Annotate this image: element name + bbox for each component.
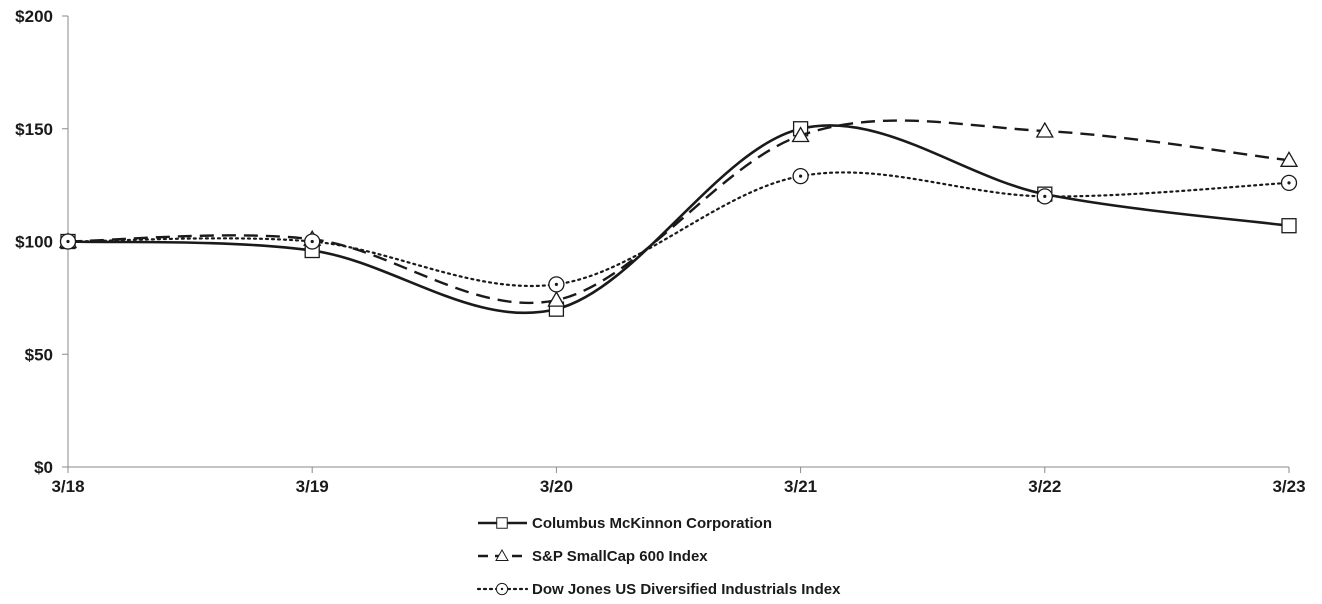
y-tick-label: $100 [15,233,53,252]
series-point-dot [66,239,70,244]
axes: $0 $50 $100 $150 $200 3/18 3/19 3/20 3/21 3/22 3/2… [15,7,1305,496]
y-tick-label: $200 [15,7,53,26]
legend-marker-swatch [495,582,509,596]
series-point-dot [554,282,559,286]
x-tick-label: 3/22 [1028,477,1061,496]
legend-marker-dot [500,587,504,591]
x-tick-label: 3/20 [540,477,573,496]
x-tick-label: 3/18 [51,477,84,496]
legend-label: Dow Jones US Diversified Industrials Ind… [532,581,841,598]
legend-marker-swatch [496,517,508,529]
series-2 [58,119,1299,307]
x-tick-label: 3/21 [784,477,817,496]
legend-marker [495,549,509,561]
legend-item: S&P SmallCap 600 Index [478,548,708,565]
series-point-dot [799,174,803,178]
x-tick-label: 3/19 [296,477,329,496]
series-layer [58,119,1299,317]
legend-marker [496,517,508,529]
x-tick-label: 3/23 [1272,477,1305,496]
series-line [67,119,1290,305]
legend-item: Dow Jones US Diversified Industrials Ind… [476,581,841,598]
legend-marker-swatch [495,549,509,561]
series-3 [59,167,1298,293]
series-point [791,126,810,143]
y-tick-label: $150 [15,120,53,139]
series-point [1281,218,1297,234]
legend-label: Columbus McKinnon Corporation [532,515,772,532]
series-1 [60,121,1297,317]
legend: Columbus McKinnon Corporation S&P SmallCa… [476,515,841,598]
series-point-dot [1287,181,1291,185]
series-point [1035,121,1054,138]
series-point [1279,151,1299,167]
legend-item: Columbus McKinnon Corporation [478,515,772,532]
y-tick-label: $50 [25,345,53,364]
series-line [66,171,1291,288]
series-point [547,290,566,307]
series-point-dot [1043,194,1047,198]
series-point-dot [310,239,314,244]
legend-label: S&P SmallCap 600 Index [532,548,708,565]
series-line [67,124,1290,315]
y-tick-label: $0 [34,458,53,477]
